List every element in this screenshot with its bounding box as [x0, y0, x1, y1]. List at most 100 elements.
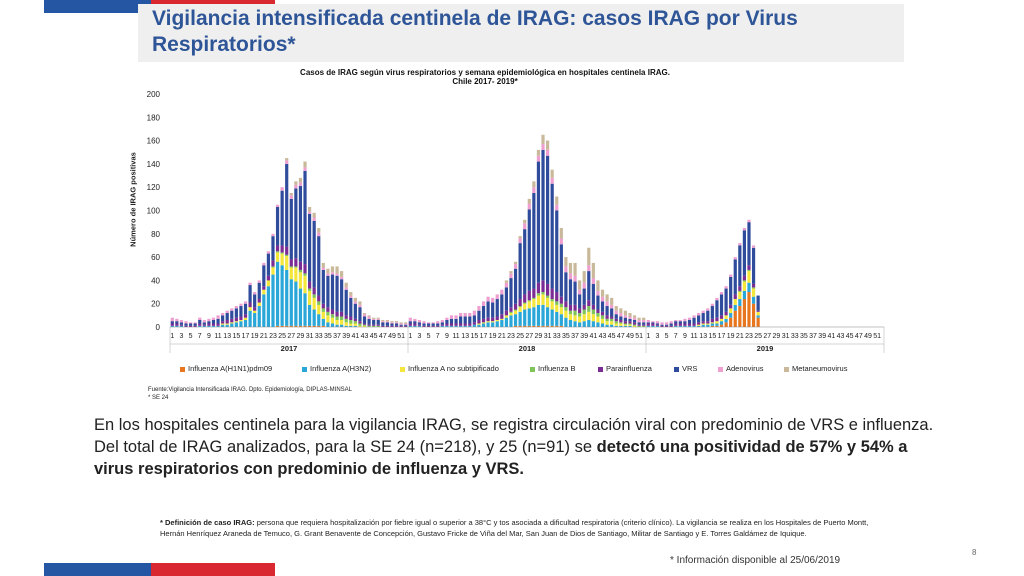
bar-segment	[545, 307, 550, 326]
bar-segment	[454, 325, 458, 327]
bar-segment	[353, 303, 357, 319]
bar-segment	[550, 169, 554, 178]
bar-segment	[733, 299, 737, 305]
x-tick-label: 15	[708, 333, 716, 340]
bar-segment	[486, 301, 490, 318]
bar-segment	[697, 324, 701, 326]
bar-segment	[683, 325, 687, 327]
bar-segment	[280, 190, 284, 246]
x-tick-label: 13	[223, 333, 231, 340]
bar-segment	[394, 322, 399, 324]
y-tick-label: 0	[156, 323, 161, 332]
bar-segment	[660, 324, 664, 326]
bar-segment	[568, 320, 573, 327]
bar-segment	[335, 311, 339, 317]
bar-segment	[573, 275, 577, 282]
bar-segment	[532, 187, 536, 194]
bar-segment	[230, 323, 234, 327]
legend-item-para: Parainfluenza	[598, 364, 652, 373]
bar-segment	[536, 295, 541, 305]
flag-top-blue	[44, 0, 151, 13]
bar-segment	[747, 222, 751, 266]
bar-segment	[317, 325, 321, 327]
bar-segment	[234, 321, 238, 323]
bar-segment	[262, 262, 266, 266]
bar-segment	[468, 313, 472, 317]
bar-segment	[344, 315, 348, 319]
bar-segment	[614, 321, 618, 324]
bar-segment	[733, 294, 737, 300]
bar-segment	[193, 325, 197, 327]
bar-segment	[573, 321, 577, 328]
bar-segment	[632, 324, 637, 326]
x-tick-label: 37	[571, 333, 579, 340]
bar-segment	[408, 321, 412, 324]
x-tick-label: 39	[818, 333, 826, 340]
legend-item-h3n2: Influenza A(H3N2)	[302, 364, 371, 373]
bar-segment	[198, 320, 202, 324]
page-number: 8	[972, 548, 977, 557]
bar-segment	[715, 317, 719, 322]
bar-segment	[481, 301, 486, 307]
bar-segment	[628, 318, 632, 322]
bar-segment	[362, 313, 367, 315]
bar-segment	[573, 310, 577, 316]
bar-segment	[248, 310, 252, 327]
x-tick-label: 17	[242, 333, 250, 340]
bar-segment	[221, 321, 225, 324]
bar-segment	[239, 303, 243, 307]
bar-segment	[253, 307, 257, 311]
bar-segment	[582, 314, 586, 322]
bar-segment	[541, 144, 545, 150]
bar-segment	[426, 322, 431, 324]
bar-segment	[349, 323, 353, 326]
bar-segment	[495, 320, 499, 322]
bar-segment	[239, 321, 243, 328]
bar-segment	[550, 299, 554, 302]
bar-segment	[481, 323, 486, 327]
bar-segment	[582, 288, 586, 305]
x-tick-label: 25	[516, 333, 524, 340]
bar-segment	[440, 325, 444, 327]
bar-segment	[243, 301, 248, 304]
bar-segment	[523, 219, 527, 224]
bar-segment	[230, 308, 234, 311]
bar-segment	[239, 306, 243, 317]
x-tick-label: 3	[655, 333, 659, 340]
bar-segment	[275, 252, 280, 262]
bar-segment	[225, 310, 229, 314]
x-tick-label: 31	[306, 333, 314, 340]
bar-segment	[504, 310, 508, 316]
bar-segment	[527, 300, 531, 302]
bar-segment	[303, 293, 307, 326]
bar-segment	[344, 287, 348, 290]
bar-segment	[335, 275, 339, 312]
bar-segment	[449, 318, 454, 324]
bar-segment	[623, 317, 627, 322]
legend-label-para: Parainfluenza	[606, 364, 652, 373]
bar-segment	[596, 280, 600, 291]
bar-segment	[289, 279, 293, 326]
bar-segment	[733, 310, 737, 327]
bar-segment	[298, 272, 303, 289]
bar-segment	[385, 325, 389, 327]
bar-segment	[358, 323, 362, 326]
bar-segment	[216, 315, 220, 319]
bar-segment	[431, 325, 435, 327]
bar-segment	[600, 311, 605, 316]
bar-segment	[294, 266, 298, 268]
x-tick-label: 51	[635, 333, 643, 340]
bar-segment	[555, 301, 559, 305]
bar-segment	[454, 318, 458, 324]
bar-segment	[321, 267, 325, 270]
bar-segment	[285, 158, 289, 161]
bar-segment	[637, 320, 641, 323]
bar-segment	[275, 325, 280, 327]
bar-segment	[307, 288, 312, 291]
legend-item-meta: Metaneumovirus	[784, 364, 847, 373]
bar-segment	[674, 321, 678, 324]
bar-segment	[527, 308, 531, 326]
bar-segment	[262, 289, 266, 295]
bar-segment	[349, 292, 353, 296]
bar-segment	[523, 303, 527, 310]
